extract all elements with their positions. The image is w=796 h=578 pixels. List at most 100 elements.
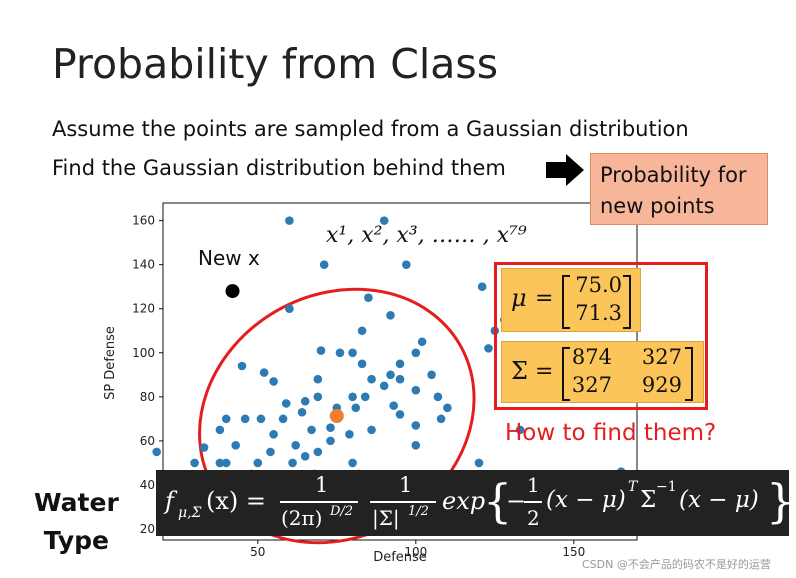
slide-title: Probability from Class: [52, 40, 499, 88]
data-point: [221, 414, 231, 424]
y-tick-label: 40: [140, 478, 155, 492]
y-tick-label: 120: [132, 302, 155, 316]
half-denominator: 2: [527, 506, 540, 530]
data-point: [357, 359, 367, 369]
frac1-bar: [280, 501, 358, 503]
watermark: CSDN @不会产品的码农不是好的运营: [582, 558, 771, 571]
data-point: [259, 368, 269, 377]
data-point: [316, 346, 326, 355]
formula-minus: −: [506, 487, 527, 515]
data-point: [152, 447, 161, 457]
formula-arg: (x) =: [206, 487, 266, 515]
data-point: [395, 359, 405, 369]
new-point: [225, 284, 240, 299]
frac1-exponent: D/2: [330, 504, 354, 519]
data-point: [395, 374, 405, 384]
mu-symbol: μ: [511, 284, 527, 312]
data-point: [253, 458, 263, 468]
x-axis-label: Defense: [373, 550, 427, 565]
data-point: [199, 443, 209, 452]
goal-text: Find the Gaussian distribution behind th…: [52, 156, 506, 180]
y-tick-label: 20: [140, 522, 155, 536]
tick-labels: 20 40 60 80 100 120 140 160 50 100 150: [132, 214, 585, 559]
mu-value: 75.0: [575, 273, 622, 297]
data-point: [215, 458, 225, 468]
new-x-label: New x: [198, 246, 260, 270]
x-tick-label: 100: [404, 545, 427, 559]
data-point: [433, 392, 443, 402]
brace-close: }: [766, 474, 796, 528]
data-point: [351, 403, 361, 413]
data-point: [300, 452, 310, 461]
quad-right: (x − μ): [679, 487, 759, 513]
data-point: [417, 337, 427, 347]
data-point: [291, 440, 301, 450]
data-point: [360, 392, 370, 402]
half-numerator: 1: [527, 473, 540, 497]
data-point: [379, 216, 389, 225]
gaussian-formula: f μ,Σ (x) = 1 (2π) D/2 1 |Σ| 1/2 exp { −…: [156, 470, 795, 536]
data-point: [357, 326, 367, 336]
data-point: [484, 344, 493, 353]
data-point: [348, 458, 357, 468]
data-point: [231, 440, 240, 450]
data-point: [348, 348, 357, 358]
data-point: [515, 425, 525, 435]
data-point: [367, 425, 376, 435]
data-point: [386, 370, 395, 380]
data-point: [281, 399, 291, 408]
y-tick-label: 140: [132, 258, 155, 272]
question-text: How to find them?: [505, 420, 717, 446]
data-point: [285, 304, 294, 314]
half-bar: [524, 501, 542, 503]
data-point: [411, 421, 421, 430]
data-point: [237, 361, 247, 371]
formula-exp: exp: [442, 487, 486, 515]
probability-note-line: Probability for: [600, 163, 747, 187]
data-point: [269, 377, 278, 386]
brace-open: {: [483, 474, 513, 528]
data-point: [278, 414, 288, 424]
data-point: [436, 414, 446, 424]
data-point: [300, 396, 310, 406]
data-point: [411, 385, 421, 395]
data-point: [411, 440, 421, 450]
data-point: [395, 410, 405, 419]
data-point: [348, 392, 357, 402]
bracket-right: [685, 347, 693, 401]
data-point: [313, 392, 323, 402]
frac2-exponent: 1/2: [408, 504, 429, 519]
data-point: [335, 348, 345, 358]
data-point: [269, 429, 278, 439]
data-point: [326, 423, 335, 432]
sigma-inverse-exp: −1: [656, 479, 677, 495]
sigma-symbol: Σ: [511, 357, 528, 385]
data-point: [474, 458, 484, 468]
data-point: [297, 407, 307, 417]
data-point: [345, 429, 354, 439]
data-point: [221, 458, 231, 468]
data-point: [477, 282, 487, 291]
mu-equals: =: [535, 286, 554, 311]
data-point: [285, 216, 294, 225]
frac2-bar: [370, 501, 436, 503]
frac2-numerator: 1: [399, 473, 413, 497]
sigma-cell: 874: [571, 345, 612, 369]
x-tick-label: 50: [250, 545, 265, 559]
y-tick-label: 100: [132, 346, 155, 360]
data-point: [443, 403, 452, 413]
data-point: [313, 374, 323, 384]
parameters-frame: [494, 262, 708, 410]
frac1-denominator: (2π): [281, 506, 323, 530]
y-tick-label: 80: [140, 390, 155, 404]
mean-point: [329, 408, 344, 423]
data-point: [326, 436, 335, 446]
y-tick-label: 160: [132, 214, 155, 228]
data-point: [389, 401, 398, 410]
water-type-line: Water: [34, 488, 119, 517]
y-tick-label: 60: [140, 434, 155, 448]
data-point: [411, 348, 421, 358]
bracket-left: [562, 275, 570, 329]
mu-value: 71.3: [575, 301, 622, 325]
sigma-cell: 327: [641, 345, 682, 369]
